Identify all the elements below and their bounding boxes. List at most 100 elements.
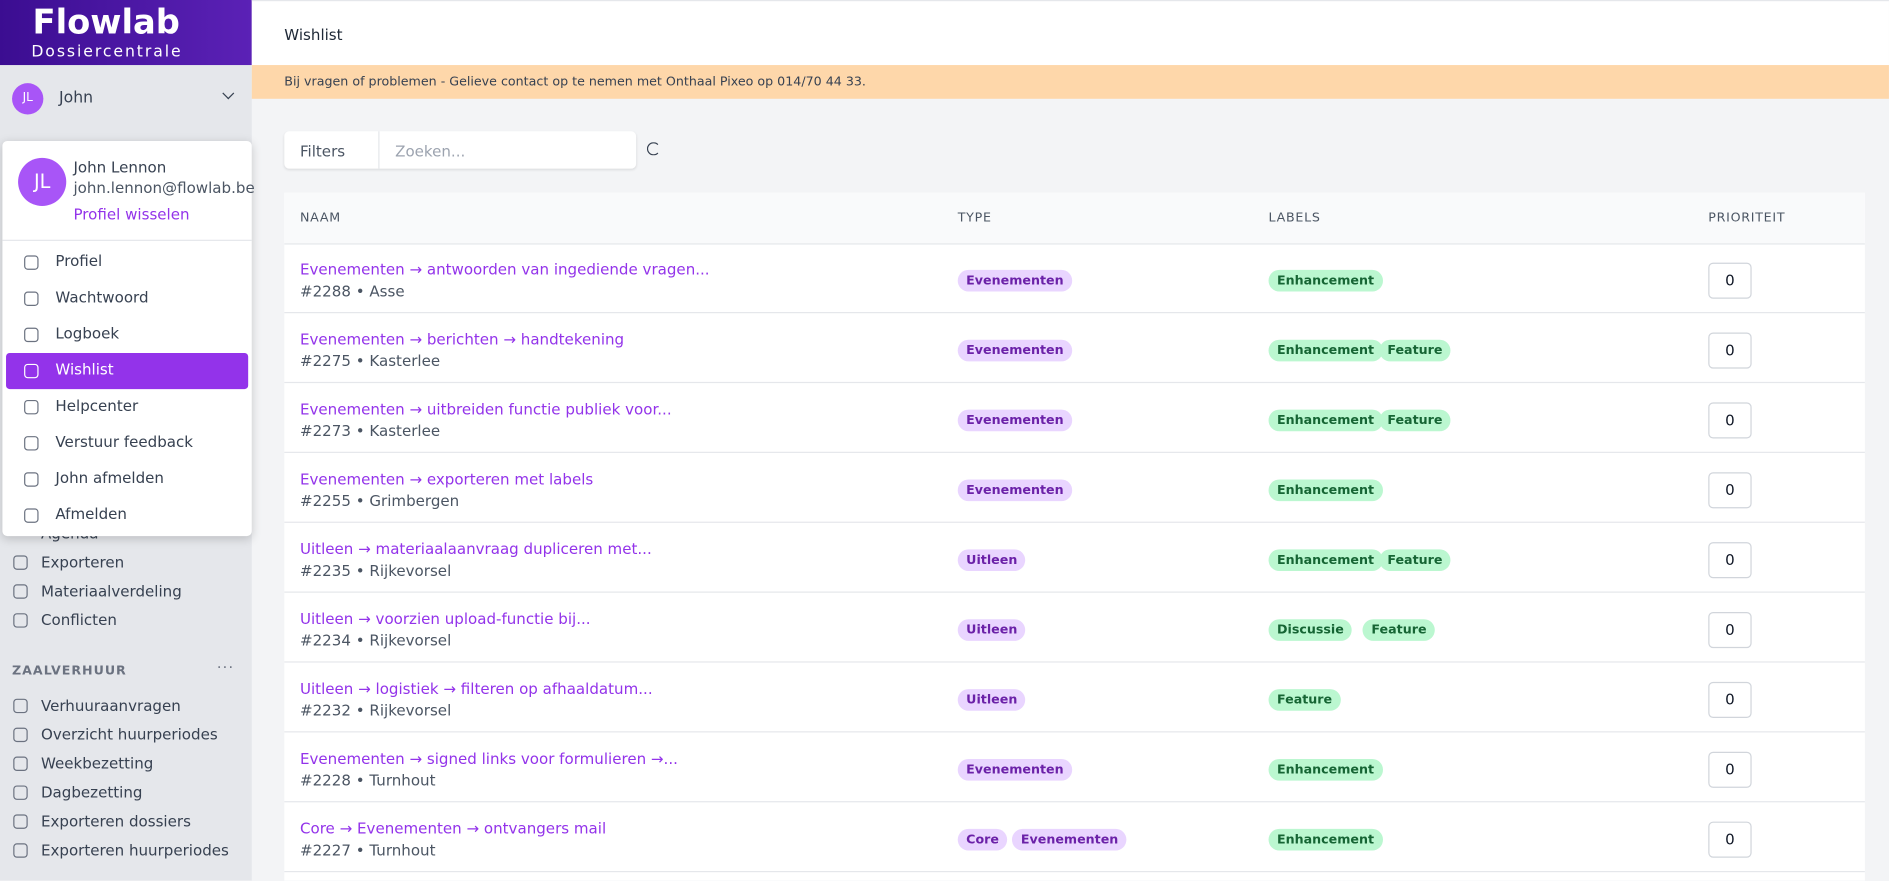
menu-item[interactable]: John afmelden	[55, 468, 164, 487]
menu-item[interactable]: Afmelden	[55, 504, 127, 523]
page-title: Wishlist	[284, 25, 343, 44]
type-pill: Uitleen	[957, 689, 1026, 711]
priority-input[interactable]: 0	[1708, 262, 1752, 299]
row-meta: #2235 • Rijkevorsel	[299, 561, 452, 580]
row-title[interactable]: Evenementen → signed links voor formulie…	[299, 749, 678, 768]
row-meta: #2288 • Asse	[299, 281, 405, 300]
priority-input[interactable]: 0	[1708, 751, 1752, 788]
label-pill: Feature	[1268, 689, 1341, 711]
logo-bar	[0, 0, 252, 66]
type-pill: Evenementen	[957, 479, 1073, 502]
row-meta: #2255 • Grimbergen	[299, 491, 460, 510]
row-divider	[284, 731, 1865, 733]
label-pill: Feature	[1362, 619, 1435, 641]
avatar: JL	[12, 83, 44, 115]
filters-button[interactable]: Filters	[299, 142, 346, 161]
row-meta: #2227 • Turnhout	[299, 840, 436, 859]
priority-input[interactable]: 0	[1708, 821, 1752, 858]
type-pill: Evenementen	[957, 409, 1073, 432]
row-title[interactable]: Evenementen → exporteren met labels	[299, 469, 594, 488]
sidebar-item[interactable]: Conflicten	[40, 610, 117, 629]
priority-input[interactable]: 0	[1708, 611, 1752, 649]
icon	[24, 327, 39, 343]
active-bg	[6, 352, 249, 390]
type-pill: Core	[957, 828, 1008, 851]
sep	[378, 131, 380, 169]
menu-item[interactable]: Wishlist	[55, 360, 114, 379]
icon	[24, 291, 39, 306]
label-pill: Feature	[1378, 339, 1451, 362]
menu-item[interactable]: Logboek	[55, 324, 120, 343]
row-title[interactable]: Uitleen → voorzien upload-functie bij...	[299, 609, 591, 628]
column-header: TYPE	[957, 210, 992, 226]
banner-text: Bij vragen of problemen - Gelieve contac…	[284, 74, 866, 90]
brand-name: Flowlab	[32, 2, 180, 43]
label-pill: Discussie	[1268, 619, 1353, 641]
icon	[13, 584, 28, 599]
icon	[13, 785, 28, 800]
sidebar-item[interactable]: Exporteren	[40, 552, 125, 572]
sidebar-item[interactable]: Exporteren huurperiodes	[40, 840, 229, 859]
column-header: LABELS	[1268, 210, 1321, 226]
type-pill: Evenementen	[957, 339, 1073, 362]
icon	[24, 436, 39, 451]
table	[284, 192, 1865, 881]
icon	[13, 756, 28, 772]
refresh-button[interactable]	[646, 142, 661, 156]
menu-item[interactable]: Helpcenter	[55, 396, 139, 415]
label-pill: Enhancement	[1268, 269, 1383, 292]
label-pill: Feature	[1378, 409, 1451, 432]
search-input[interactable]: Zoeken...	[395, 142, 466, 161]
user-short-name[interactable]: John	[59, 89, 94, 108]
section-menu: ···	[216, 658, 235, 676]
column-header: PRIORITEIT	[1708, 210, 1786, 226]
label-pill: Enhancement	[1268, 479, 1383, 502]
row-title[interactable]: Evenementen → antwoorden van ingediende …	[299, 260, 710, 279]
priority-input[interactable]: 0	[1708, 681, 1752, 719]
row-divider	[284, 381, 1865, 384]
sidebar-item[interactable]: Weekbezetting	[40, 754, 154, 773]
sidebar-item[interactable]: Dagbezetting	[40, 783, 143, 802]
sidebar-item[interactable]: Verhuuraanvragen	[40, 696, 181, 715]
sidebar-item[interactable]: Materiaalverdeling	[40, 581, 182, 600]
column-header: NAAM	[299, 210, 341, 226]
sidebar-item[interactable]: Exporteren dossiers	[40, 811, 191, 831]
label-pill: Enhancement	[1268, 339, 1383, 362]
row-title[interactable]: Evenementen → uitbreiden functie publiek…	[299, 399, 672, 419]
top-bar	[251, 0, 1889, 67]
row-divider	[284, 451, 1865, 453]
type-pill: Evenementen	[1012, 828, 1127, 851]
priority-input[interactable]: 0	[1708, 472, 1752, 509]
row-title[interactable]: Uitleen → logistiek → filteren op afhaal…	[299, 679, 653, 698]
priority-input[interactable]: 0	[1708, 542, 1752, 579]
switch-profile[interactable]: Profiel wisselen	[73, 204, 190, 223]
icon	[13, 814, 28, 829]
icon	[24, 508, 39, 523]
menu-item[interactable]: Verstuur feedback	[55, 432, 193, 451]
user-dropdown	[2, 140, 252, 537]
icon	[13, 555, 28, 570]
type-pill: Evenementen	[957, 758, 1073, 781]
email: john.lennon@flowlab.be	[73, 178, 255, 197]
label-pill: Enhancement	[1268, 409, 1383, 432]
icon	[24, 472, 39, 487]
icon	[24, 399, 39, 415]
row-title[interactable]: Uitleen → materiaalaanvraag dupliceren m…	[299, 539, 652, 558]
row-title[interactable]: Core → Evenementen → ontvangers mail	[299, 819, 607, 838]
section-title: ZAALVERHUUR	[12, 663, 127, 679]
type-pill: Uitleen	[957, 619, 1026, 641]
row-title[interactable]: Evenementen → berichten → handtekening	[299, 330, 625, 349]
icon	[24, 255, 39, 270]
sidebar-item[interactable]: Overzicht huurperiodes	[40, 725, 218, 744]
type-pill: Uitleen	[957, 549, 1026, 572]
filter-box	[284, 131, 637, 169]
priority-input[interactable]: 0	[1708, 332, 1752, 369]
row-meta: #2273 • Kasterlee	[299, 421, 441, 440]
row-divider	[284, 312, 1865, 314]
priority-input[interactable]: 0	[1708, 402, 1752, 439]
row-divider	[284, 591, 1865, 593]
row-divider	[284, 661, 1865, 663]
menu-item[interactable]: Profiel	[55, 251, 103, 270]
menu-item[interactable]: Wachtwoord	[55, 287, 149, 306]
icon	[13, 727, 28, 743]
